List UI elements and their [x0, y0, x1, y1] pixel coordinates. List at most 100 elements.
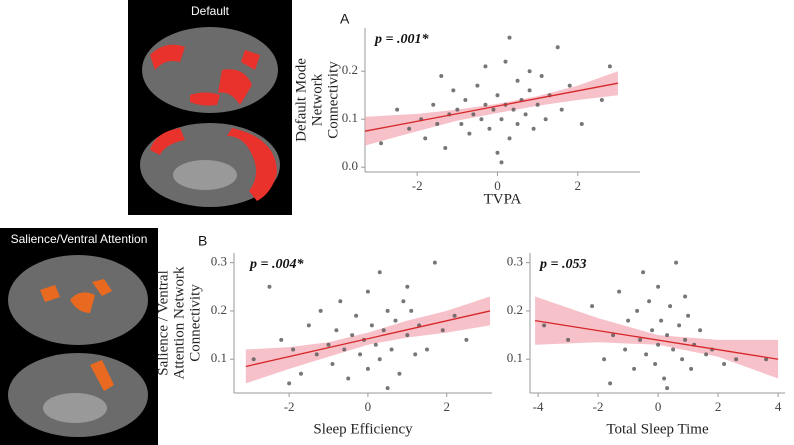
point: [567, 83, 572, 88]
point: [680, 357, 685, 362]
point: [358, 352, 363, 357]
panel-label: B: [198, 233, 207, 249]
point: [650, 328, 655, 333]
x-tick-label: 4: [775, 399, 782, 414]
point: [559, 107, 564, 112]
point: [369, 323, 374, 328]
x-tick-label: 2: [575, 178, 582, 193]
point: [590, 304, 595, 309]
point: [638, 337, 643, 342]
point: [607, 64, 612, 69]
point: [451, 88, 456, 93]
point: [764, 357, 769, 362]
point: [483, 64, 488, 69]
point: [464, 337, 469, 342]
point: [334, 328, 339, 333]
point: [397, 371, 402, 376]
x-axis-label: TVPA: [484, 191, 522, 207]
point: [431, 102, 436, 107]
x-tick-label: -2: [412, 178, 423, 193]
point: [314, 352, 319, 357]
point: [479, 117, 484, 122]
panel-label: A: [340, 11, 350, 27]
x-tick-label: -2: [593, 399, 604, 414]
point: [722, 362, 727, 367]
x-tick-label: -2: [284, 399, 295, 414]
point: [279, 337, 284, 342]
point: [677, 323, 682, 328]
ci-band: [365, 71, 618, 146]
y-axis-label: Attention Network: [171, 266, 187, 379]
y-tick-label: 0.3: [507, 254, 523, 269]
point: [503, 59, 508, 64]
y-tick-label: 0.1: [342, 110, 358, 125]
point: [632, 366, 637, 371]
point: [439, 74, 444, 78]
point: [435, 122, 440, 126]
point: [539, 74, 544, 78]
brain-salience: Salience/Ventral Attention: [0, 228, 158, 445]
point: [342, 347, 347, 352]
point: [656, 342, 661, 347]
point: [555, 45, 560, 50]
point: [463, 98, 468, 102]
annotation: p = .053: [539, 257, 586, 272]
point: [495, 150, 500, 155]
point: [354, 313, 359, 318]
point: [647, 299, 652, 304]
point: [543, 117, 548, 122]
point: [483, 102, 488, 107]
y-tick-label: 0.1: [507, 350, 523, 365]
point: [385, 386, 390, 391]
x-tick-label: 0: [365, 399, 372, 414]
point: [291, 347, 296, 352]
point: [602, 357, 607, 362]
brain-default: Default: [128, 0, 292, 215]
ci-band: [245, 296, 491, 384]
x-tick-label: -4: [533, 399, 544, 414]
point: [443, 146, 448, 150]
point: [379, 141, 384, 146]
point: [377, 357, 382, 362]
point: [395, 107, 400, 112]
point: [507, 35, 512, 40]
brain-midline: [173, 160, 237, 190]
ci-band: [535, 296, 779, 379]
point: [515, 122, 520, 126]
brain-activation: [40, 279, 112, 313]
point: [686, 313, 691, 318]
y-axis-label: Default Mode: [293, 58, 309, 142]
point: [644, 352, 649, 357]
y-tick-label: 0.2: [507, 302, 523, 317]
point: [653, 362, 658, 367]
point: [689, 366, 694, 371]
point: [346, 376, 351, 381]
point: [393, 318, 398, 323]
point: [635, 308, 640, 313]
x-tick-label: 2: [443, 399, 450, 414]
y-tick-label: 0.3: [211, 254, 227, 269]
point: [432, 260, 437, 265]
point: [491, 107, 496, 112]
point: [579, 122, 584, 126]
point: [683, 337, 688, 342]
annotation: p = .001*: [374, 32, 429, 47]
point: [499, 160, 504, 165]
x-tick-label: 2: [715, 399, 722, 414]
point: [734, 357, 739, 362]
point: [452, 313, 457, 318]
point: [527, 69, 532, 74]
point: [531, 126, 536, 131]
y-tick-label: 0.1: [211, 350, 227, 365]
point: [459, 122, 464, 126]
point: [535, 102, 540, 107]
point: [471, 112, 476, 117]
x-axis-label: Total Sleep Time: [606, 421, 709, 437]
point: [542, 323, 547, 328]
point: [423, 136, 428, 141]
point: [515, 78, 520, 83]
brain-activation: [150, 128, 277, 201]
point: [665, 386, 670, 391]
brain-label: Salience/Ventral Attention: [11, 232, 148, 246]
